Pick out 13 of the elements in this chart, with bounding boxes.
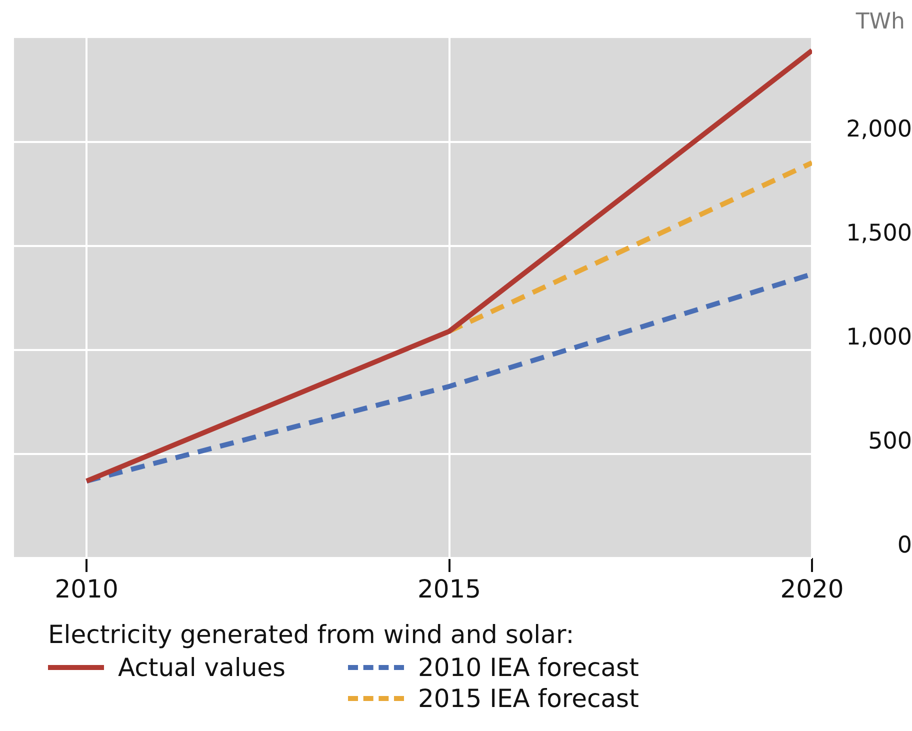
- y-tick-label: 2,000: [846, 116, 912, 142]
- x-tick-label: 2010: [54, 574, 118, 604]
- y-tick-label: 500: [868, 428, 912, 454]
- y-tick-label: 1,000: [846, 324, 912, 350]
- legend-label: 2010 IEA forecast: [418, 653, 639, 682]
- x-tick-label: 2015: [417, 574, 482, 604]
- legend-label: 2015 IEA forecast: [418, 684, 639, 713]
- y-tick-label: 1,500: [846, 220, 912, 246]
- legend-label: Actual values: [118, 653, 286, 682]
- legend-title: Electricity generated from wind and solar:: [48, 620, 576, 649]
- y-axis-title: TWh: [854, 10, 905, 35]
- y-tick-label: 0: [897, 532, 912, 558]
- x-tick-label: 2020: [780, 574, 844, 604]
